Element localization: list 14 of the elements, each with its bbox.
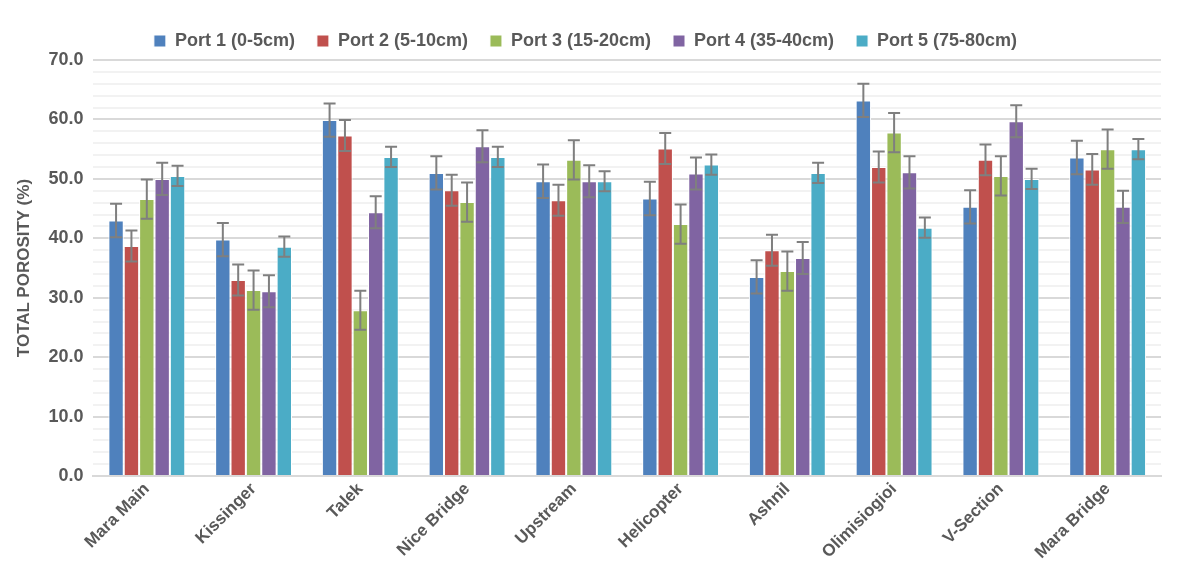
y-tick-label: 0.0	[58, 465, 84, 486]
y-tick-label: 10.0	[48, 405, 84, 426]
y-tick-label: 20.0	[48, 346, 84, 367]
legend-label: Port 5 (75-80cm)	[877, 29, 1018, 50]
y-tick-label: 30.0	[48, 286, 84, 307]
y-tick-label: 70.0	[48, 48, 84, 69]
legend-label: Port 4 (35-40cm)	[694, 29, 835, 50]
y-tick-label: 40.0	[48, 227, 84, 248]
y-tick-label: 50.0	[48, 167, 84, 188]
legend-label: Port 1 (0-5cm)	[174, 29, 295, 50]
legend-label: Port 3 (15-20cm)	[510, 29, 652, 50]
y-tick-label: 60.0	[48, 108, 84, 129]
legend-label: Port 2 (5-10cm)	[337, 29, 468, 50]
y-axis-title: TOTAL POROSITY (%)	[13, 178, 33, 358]
